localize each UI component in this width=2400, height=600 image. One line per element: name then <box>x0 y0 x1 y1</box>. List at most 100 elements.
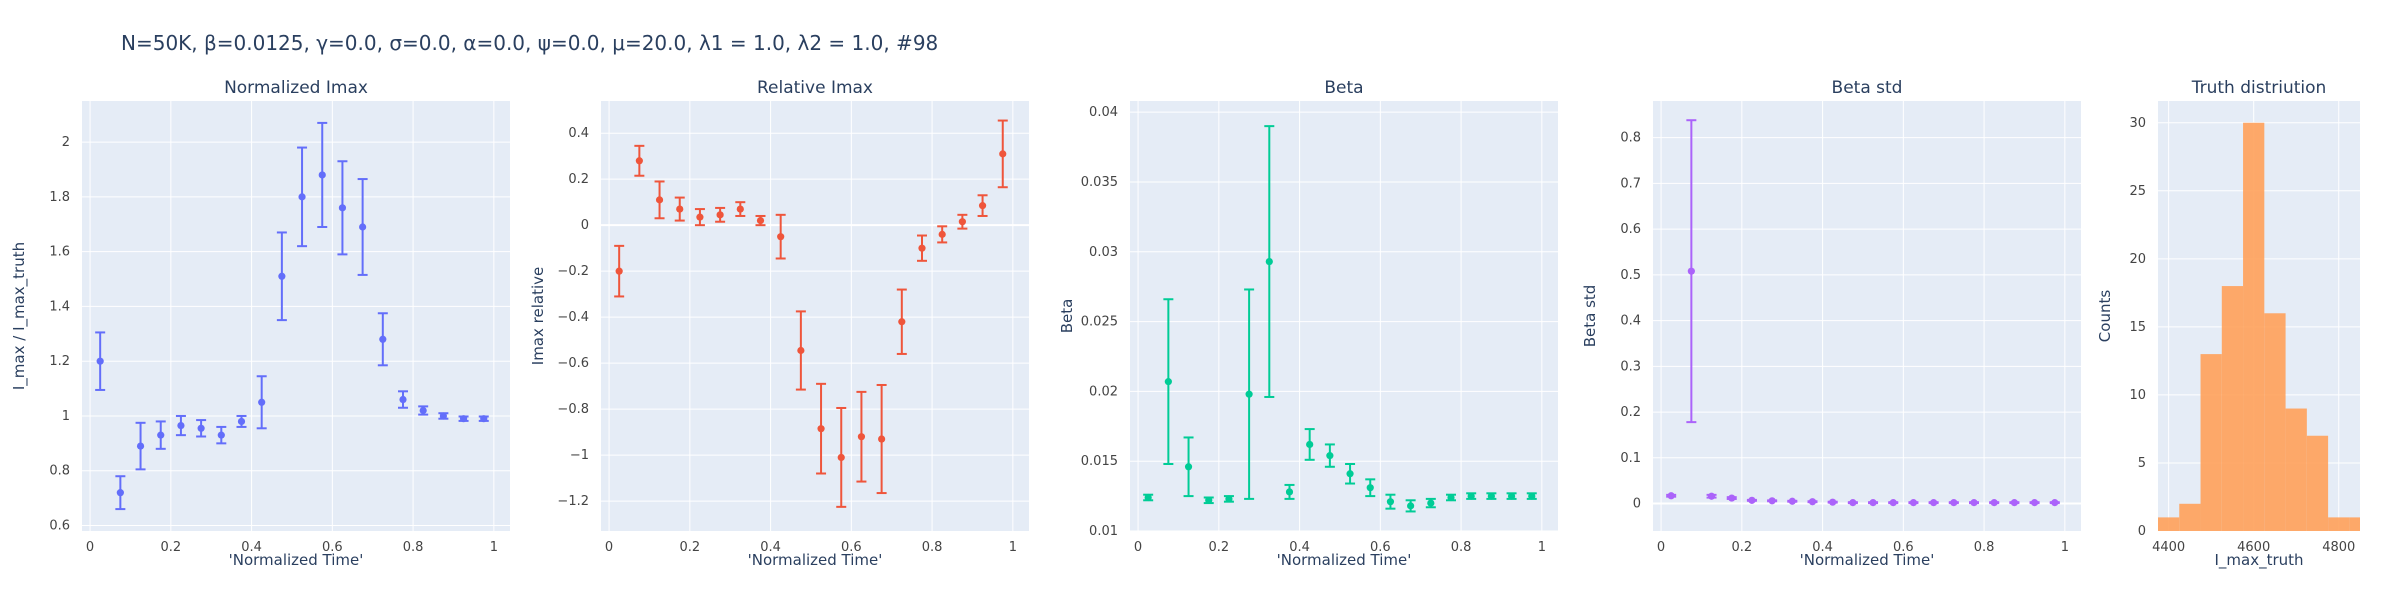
y-tick-label: 0.6 <box>1620 222 1641 237</box>
x-tick-label: 0.6 <box>322 540 343 555</box>
y-tick-label: 15 <box>2129 320 2146 335</box>
data-point <box>1487 492 1495 500</box>
y-axis-label: Imax relative <box>529 267 547 365</box>
histogram-bar <box>2158 517 2180 531</box>
x-tick-label: 4800 <box>2322 540 2355 555</box>
data-point <box>1507 492 1516 500</box>
plot-background <box>82 101 510 531</box>
y-tick-label: 25 <box>2129 184 2146 199</box>
y-tick-label: 0 <box>581 218 589 233</box>
x-tick-label: 0.6 <box>841 540 862 555</box>
data-point <box>1808 498 1817 506</box>
data-point <box>736 205 744 213</box>
y-tick-label: 0.02 <box>1089 384 1118 399</box>
x-axis-label: 'Normalized Time' <box>1800 551 1935 569</box>
histogram-bar <box>2179 503 2201 531</box>
y-tick-label: −1.2 <box>557 494 589 509</box>
y-tick-label: 2 <box>62 135 70 150</box>
data-point <box>857 433 866 441</box>
data-point <box>379 335 387 343</box>
plot-background <box>1130 101 1558 531</box>
x-tick-label: 0.6 <box>1370 540 1391 555</box>
y-tick-label: −0.8 <box>557 402 589 417</box>
y-tick-label: 0.025 <box>1081 315 1118 330</box>
histogram-bar <box>2221 286 2244 531</box>
x-tick-label: 0.4 <box>760 540 781 555</box>
subplot-title: Beta std <box>1832 78 1903 98</box>
data-point <box>1285 488 1294 496</box>
data-point <box>878 435 886 443</box>
histogram-bar <box>2328 517 2350 531</box>
data-point <box>1467 492 1475 500</box>
y-tick-label: 0.5 <box>1620 268 1641 283</box>
y-tick-label: 0.01 <box>1089 524 1118 539</box>
data-point <box>898 318 906 326</box>
histogram-bar <box>2200 354 2222 531</box>
y-tick-label: 0.04 <box>1089 105 1118 120</box>
data-point <box>1366 484 1374 492</box>
data-point <box>777 233 785 241</box>
data-point <box>1687 267 1695 275</box>
x-tick-label: 4400 <box>2152 540 2185 555</box>
data-point <box>1788 497 1796 505</box>
y-tick-label: 1.8 <box>49 190 70 205</box>
data-point <box>1990 499 1998 507</box>
subplot-title: Beta <box>1324 78 1363 98</box>
y-axis-label: Beta <box>1058 299 1076 334</box>
y-tick-label: 0 <box>2138 524 2146 539</box>
x-tick-label: 0.2 <box>679 540 700 555</box>
data-point <box>2030 499 2039 507</box>
x-tick-label: 0.4 <box>1812 540 1833 555</box>
y-tick-label: 5 <box>2138 456 2146 471</box>
y-axis-label: I_max / I_max_truth <box>10 242 29 390</box>
data-point <box>1748 496 1756 504</box>
histogram-bar <box>2243 122 2265 531</box>
data-point <box>756 216 765 225</box>
data-point <box>197 424 205 432</box>
subplot-2: −1.2 −1 −0.8 −0.6 −0.4 −0.2 0 0.2 0.4 0 0.2 0.4 0.6 0… <box>529 78 1029 569</box>
data-point <box>439 412 447 420</box>
plot-background <box>1653 101 2081 531</box>
data-point <box>338 204 347 212</box>
data-point <box>136 442 145 450</box>
y-tick-label: 1.6 <box>49 245 70 260</box>
data-point <box>615 267 623 275</box>
subplot-5: 0 5 10 15 20 25 30 4400 4600 4800 Truth distriutio… <box>2096 78 2360 570</box>
data-point <box>1909 499 1918 507</box>
x-axis-label: 'Normalized Time' <box>229 551 364 569</box>
data-point <box>635 157 643 165</box>
data-point <box>1225 495 1233 503</box>
data-point <box>1144 493 1152 502</box>
subplot-3: 0.01 0.015 0.02 0.025 0.03 0.035 0.04 0 0.2 0.4 0.… <box>1058 78 1558 569</box>
y-tick-label: −0.2 <box>557 264 589 279</box>
data-point <box>1707 492 1716 500</box>
data-point <box>655 196 664 204</box>
data-point <box>1930 499 1938 507</box>
data-point <box>1306 440 1314 449</box>
y-axis-label: Beta std <box>1581 285 1599 348</box>
data-point <box>978 202 987 210</box>
y-tick-label: 10 <box>2129 388 2146 403</box>
data-point <box>116 489 124 497</box>
y-tick-label: 0.03 <box>1089 245 1118 260</box>
y-tick-label: 0.8 <box>49 464 70 479</box>
data-point <box>318 171 326 179</box>
data-point <box>938 230 946 238</box>
subplot-1: 0.6 0.8 1 1.2 1.4 1.6 1.8 2 0 0.2 0.4 0.6 0.8 1 Normal… <box>10 78 510 569</box>
y-tick-label: −1 <box>570 448 589 463</box>
data-point <box>480 415 488 423</box>
data-point <box>999 150 1007 158</box>
data-point <box>837 453 845 462</box>
x-tick-label: 0.6 <box>1893 540 1914 555</box>
data-point <box>817 425 825 433</box>
data-point <box>1245 390 1253 398</box>
data-point <box>419 406 427 415</box>
data-point <box>278 272 286 280</box>
data-point <box>1326 452 1334 460</box>
y-tick-label: 0.015 <box>1081 454 1118 469</box>
y-tick-label: 0.8 <box>1620 131 1641 146</box>
x-tick-label: 0.8 <box>922 540 943 555</box>
data-point <box>1184 463 1193 471</box>
data-point <box>1164 378 1172 386</box>
